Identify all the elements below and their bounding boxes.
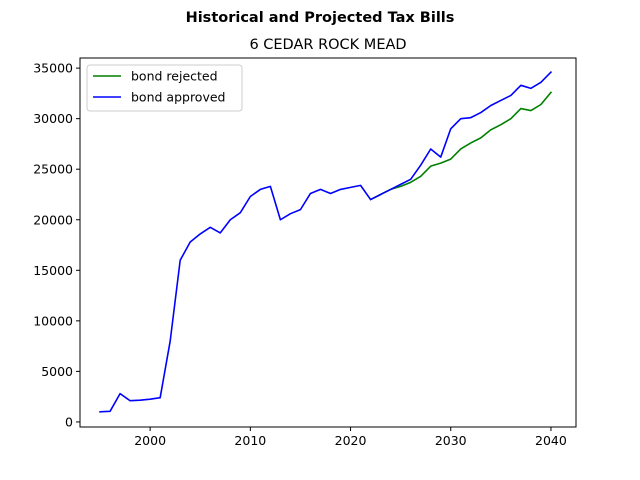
y-tick-label: 0 (65, 414, 73, 429)
x-tick-label: 2020 (335, 433, 367, 448)
y-tick-label: 30000 (33, 111, 73, 126)
x-tick-label: 2030 (435, 433, 467, 448)
plot-frame (79, 57, 577, 428)
series-line-bond-approved (99, 71, 553, 413)
y-axis: 0 5000 10000 15000 20000 25000 30000 35000 (33, 61, 80, 429)
series-layer (99, 71, 553, 413)
y-tick-label: 20000 (33, 212, 73, 227)
y-tick-label: 10000 (33, 313, 73, 328)
y-tick-label: 5000 (41, 364, 73, 379)
chart-title: 6 CEDAR ROCK MEAD (249, 37, 406, 53)
legend-label-bond-approved: bond approved (131, 90, 225, 105)
series-line-bond-rejected (369, 91, 553, 201)
x-tick-label: 2010 (234, 433, 266, 448)
x-axis: 2000 2010 2020 2030 2040 (134, 427, 567, 448)
plot-area (80, 58, 576, 427)
y-tick-label: 15000 (33, 263, 73, 278)
legend: bond rejected bond approved (86, 64, 243, 112)
legend-label-bond-rejected: bond rejected (131, 69, 218, 84)
y-tick-label: 35000 (33, 61, 73, 76)
chart-suptitle: Historical and Projected Tax Bills (186, 10, 455, 26)
legend-box (86, 64, 243, 112)
x-tick-label: 2040 (535, 433, 567, 448)
y-tick-label: 25000 (33, 162, 73, 177)
x-tick-label: 2000 (134, 433, 166, 448)
